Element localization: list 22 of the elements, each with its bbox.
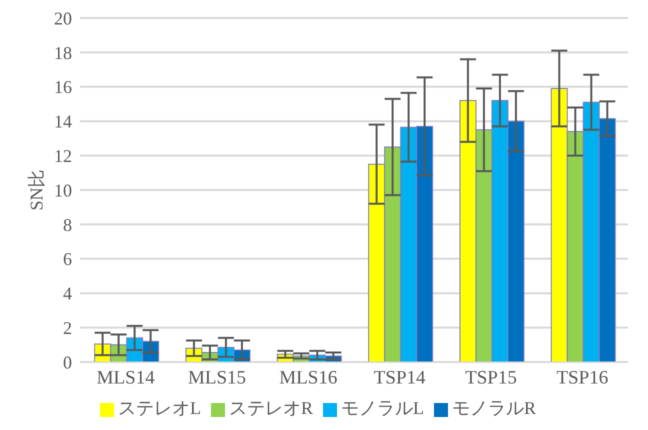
y-tick-label: 18 [54,42,72,63]
y-tick-label: 2 [63,318,72,338]
y-tick-label: 12 [54,146,72,166]
x-tick-label: MLS15 [188,367,246,388]
y-tick-label: 0 [63,352,72,372]
y-tick-label: 14 [54,112,72,132]
x-tick-label: TSP15 [465,367,517,388]
x-tick-label: MLS14 [96,367,156,388]
x-tick-label: TSP14 [374,367,426,388]
legend-label: モノラルL [341,398,424,418]
y-tick-label: 16 [54,77,72,98]
legend-label: ステレオR [228,398,313,418]
x-tick-label: MLS16 [279,367,338,388]
legend-label: モノラルR [452,398,536,418]
y-tick-label: 10 [54,180,72,200]
legend-label: ステレオL [118,398,201,418]
y-axis-title: SN比 [26,169,46,211]
x-tick-label: TSP16 [556,367,608,388]
y-tick-label: 8 [63,214,72,235]
y-tick-label: 20 [54,8,72,28]
y-tick-label: 4 [63,284,72,304]
y-tick-label: 6 [63,249,72,270]
